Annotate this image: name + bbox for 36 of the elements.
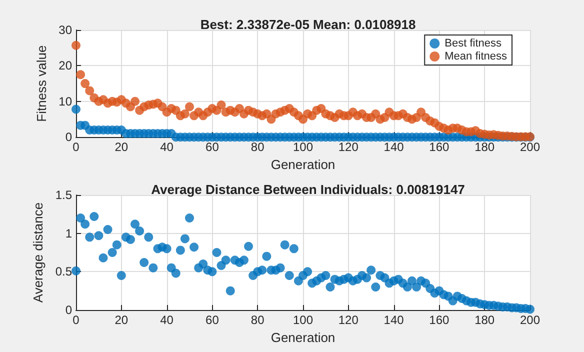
y-tick-label: 20: [58, 58, 72, 73]
legend-label: Mean fitness: [444, 50, 508, 62]
y-tick-label: 0.5: [55, 264, 72, 279]
y-axis-title: Average distance: [30, 202, 46, 303]
legend-label: Best fitness: [444, 38, 502, 50]
x-tick-label: 100: [292, 140, 314, 154]
chart-title: Best: 2.33872e-05 Mean: 0.0108918: [200, 17, 416, 32]
y-tick-label: 1.5: [55, 188, 72, 202]
x-tick-label: 60: [206, 140, 220, 154]
y-tick-label: 0: [65, 130, 72, 144]
y-tick-label: 1: [65, 226, 72, 240]
y-tick-label: 30: [58, 23, 72, 37]
x-axis-title: Generation: [270, 330, 336, 345]
x-tick-label: 200: [520, 140, 540, 154]
x-tick-label: 160: [429, 313, 450, 327]
x-tick-label: 20: [114, 313, 128, 327]
x-tick-label: 140: [384, 313, 404, 327]
x-tick-label: 180: [474, 313, 495, 327]
x-tick-label: 120: [338, 313, 359, 327]
x-tick-label: 120: [338, 140, 359, 154]
x-tick-label: 160: [429, 140, 450, 154]
x-axis-title: Generation: [270, 157, 336, 172]
x-tick-label: 80: [250, 313, 265, 327]
y-axis-title: Fitness value: [34, 45, 49, 122]
x-tick-label: 40: [160, 140, 174, 154]
x-tick-label: 140: [384, 140, 404, 154]
x-tick-label: 60: [206, 313, 220, 327]
x-tick-label: 180: [474, 140, 495, 154]
x-tick-label: 20: [114, 140, 128, 154]
y-tick-label: 0: [65, 303, 72, 317]
chart-title: Average Distance Between Individuals: 0.00819147: [151, 182, 465, 197]
y-tick-label: 10: [58, 94, 72, 108]
x-tick-label: 200: [520, 313, 540, 327]
x-tick-label: 100: [292, 313, 314, 327]
x-tick-label: 80: [250, 140, 265, 154]
x-tick-label: 40: [160, 313, 174, 327]
